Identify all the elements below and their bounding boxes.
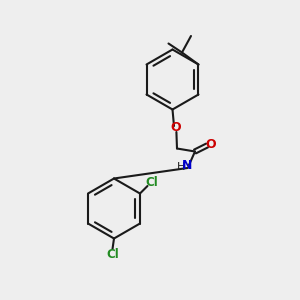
Text: O: O xyxy=(205,137,216,151)
Text: H: H xyxy=(177,161,186,172)
Text: O: O xyxy=(170,121,181,134)
Text: N: N xyxy=(182,159,193,172)
Text: Cl: Cl xyxy=(146,176,158,190)
Text: Cl: Cl xyxy=(106,248,119,261)
